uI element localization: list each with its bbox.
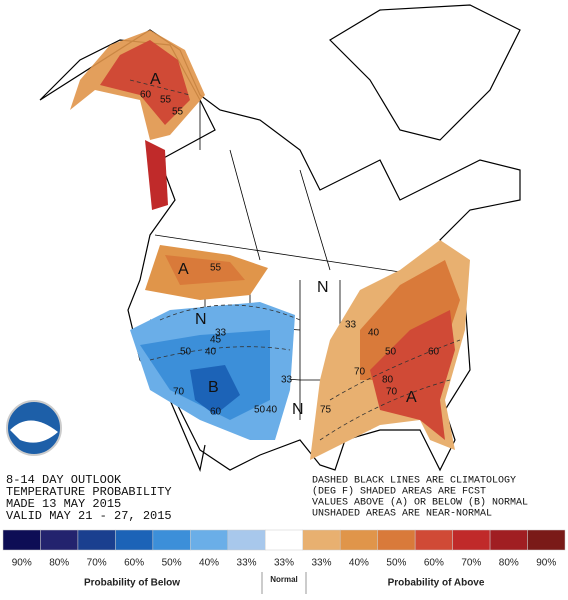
- legend-label: 60%: [424, 558, 444, 569]
- map-label: 75: [320, 405, 332, 416]
- map-label: 60: [428, 347, 440, 358]
- map-label: 50: [254, 405, 266, 416]
- legend-swatch: [339, 529, 378, 551]
- above-east-inner: [370, 310, 455, 440]
- header-line: TEMPERATURE PROBABILITY: [6, 485, 172, 499]
- map-label: 60: [140, 90, 152, 101]
- map-label: 80: [382, 375, 394, 386]
- note-line: VALUES ABOVE (A) OR BELOW (B) NORMAL: [312, 497, 528, 509]
- legend-swatch: [115, 529, 154, 551]
- legend-label: 33%: [274, 558, 294, 569]
- below-southwest-inner: [190, 365, 240, 415]
- legend-swatch: [452, 529, 491, 551]
- legend-swatch: [527, 529, 566, 551]
- legend-label: 50%: [386, 558, 406, 569]
- legend-swatch: [414, 529, 453, 551]
- map-label: 70: [386, 387, 398, 398]
- legend-title: Probability of Below: [84, 578, 180, 589]
- map-label: 55: [172, 107, 184, 118]
- map-label: 55: [160, 95, 172, 106]
- map-label: 33: [215, 328, 227, 339]
- greenland: [329, 4, 521, 141]
- above-alaska-inner: [100, 40, 190, 125]
- map-label: 45: [210, 335, 222, 346]
- legend-label: 60%: [124, 558, 144, 569]
- legend-swatch: [377, 529, 416, 551]
- legend-label: 80%: [49, 558, 69, 569]
- legend-swatch: [489, 529, 528, 551]
- legend-label: 70%: [87, 558, 107, 569]
- map-label: N: [292, 401, 304, 418]
- baja: [169, 399, 206, 473]
- note-line: (DEG F) SHADED AREAS ARE FCST: [312, 486, 486, 498]
- map-label: 55: [210, 263, 222, 274]
- header-line: VALID MAY 21 - 27, 2015: [6, 509, 172, 523]
- map-label: 50: [180, 347, 192, 358]
- legend-label: 40%: [349, 558, 369, 569]
- legend-label: 40%: [199, 558, 219, 569]
- map-label: A: [178, 261, 189, 278]
- map-label: N: [317, 279, 329, 296]
- note-line: DASHED BLACK LINES ARE CLIMATOLOGY: [312, 476, 516, 487]
- legend-swatch: [227, 529, 266, 551]
- map-label: B: [208, 379, 219, 396]
- header-line: 8-14 DAY OUTLOOK: [6, 473, 122, 487]
- legend-label: 80%: [499, 558, 519, 569]
- map-label: N: [195, 311, 207, 328]
- legend-swatch: [77, 529, 116, 551]
- legend-label: 50%: [162, 558, 182, 569]
- legend-swatch: [265, 529, 303, 551]
- map-label: 70: [354, 367, 366, 378]
- map-label: 60: [210, 407, 222, 418]
- legend-swatch: [302, 529, 341, 551]
- above-coast: [145, 140, 168, 210]
- legend-swatch: [190, 529, 229, 551]
- legend-label: 33%: [237, 558, 257, 569]
- map-label: 70: [173, 387, 185, 398]
- legend-label: 90%: [536, 558, 556, 569]
- legend-swatch: [152, 529, 191, 551]
- note-line: UNSHADED AREAS ARE NEAR-NORMAL: [312, 509, 492, 520]
- map-label: 40: [205, 347, 217, 358]
- legend-swatch: [2, 529, 41, 551]
- map-label: 40: [266, 405, 278, 416]
- legend-label: 90%: [12, 558, 32, 569]
- legend-title: Probability of Above: [388, 578, 485, 589]
- map-label: 33: [345, 320, 357, 331]
- map-label: 33: [281, 375, 293, 386]
- climatology-lines: [129, 79, 461, 441]
- legend-label: 70%: [461, 558, 481, 569]
- map-label: A: [406, 389, 417, 406]
- above-northwest-inner: [165, 255, 245, 285]
- legend-swatch: [40, 529, 79, 551]
- legend-label: 33%: [311, 558, 331, 569]
- map-label: 50: [385, 347, 397, 358]
- legend-title: Normal: [270, 575, 298, 584]
- legend: 90% 80% 70% 60% 50% 40% 33% 33% 33% 40% 50% 60% 70% 8…: [2, 529, 566, 569]
- map-label: 40: [368, 328, 380, 339]
- map-label: A: [150, 71, 161, 88]
- header-line: MADE 13 MAY 2015: [6, 497, 121, 511]
- noaa-logo-wave: [10, 420, 58, 443]
